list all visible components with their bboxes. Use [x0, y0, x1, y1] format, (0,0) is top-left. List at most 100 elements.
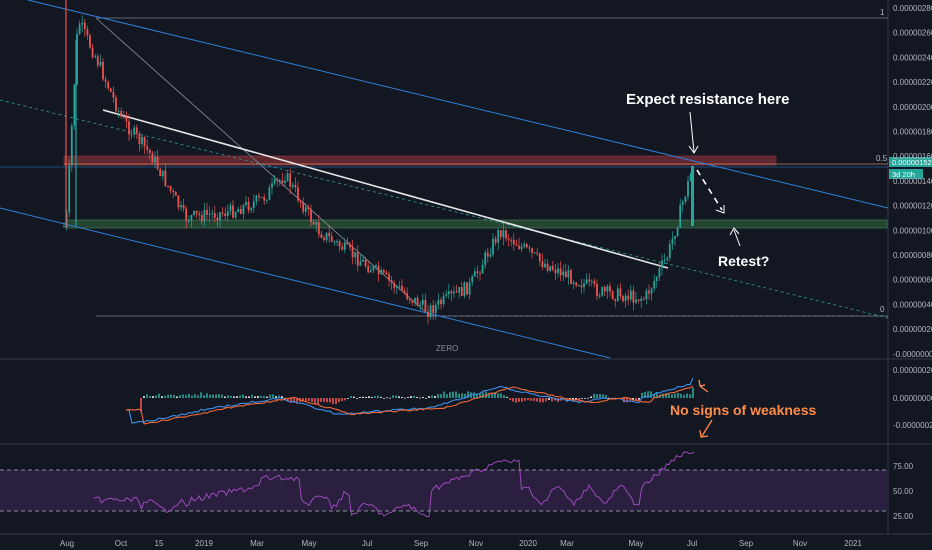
macd-histogram-bar	[653, 394, 655, 398]
macd-histogram-bar	[524, 398, 526, 401]
fib-label-0: 0	[880, 305, 885, 314]
macd-histogram-bar	[551, 398, 553, 402]
candle-body	[466, 282, 468, 295]
candle-body	[154, 156, 156, 163]
macd-histogram-bar	[143, 396, 145, 398]
macd-histogram-bar	[473, 392, 475, 398]
candle-body	[263, 197, 266, 201]
price-tick-label: 0.00000160	[893, 152, 932, 161]
macd-histogram-bar	[419, 397, 421, 399]
macd-histogram-bar	[191, 395, 193, 398]
channel-upper-line	[27, 0, 889, 209]
candle-body	[78, 24, 81, 34]
candle-body	[585, 279, 588, 284]
candle-body	[180, 204, 182, 208]
macd-tick-label: 0.00000020	[893, 366, 932, 375]
macd-histogram-bar	[488, 393, 490, 398]
macd-histogram-bar	[155, 395, 157, 398]
candlestick-series	[63, 0, 695, 325]
macd-histogram-bar	[257, 396, 259, 398]
price-tick-label: 0.00000040	[893, 300, 932, 309]
macd-histogram-bar	[329, 398, 331, 403]
rsi-tick-label: 75.00	[893, 462, 914, 471]
macd-histogram-bar	[434, 396, 436, 398]
candle-body	[94, 56, 97, 58]
candle-body	[177, 195, 180, 208]
macd-histogram-bar	[542, 398, 544, 403]
candle-body	[609, 286, 611, 292]
macd-axis[interactable]: 0.00000020 0.00000000 -0.00000020	[893, 366, 932, 430]
candle-body	[473, 271, 476, 277]
candle-body	[518, 245, 520, 249]
rsi-axis[interactable]: 75.00 50.00 25.00	[893, 462, 914, 521]
macd-histogram-bar	[167, 394, 169, 398]
candle-body	[213, 213, 216, 218]
macd-histogram-bar	[536, 398, 538, 402]
macd-pane[interactable]	[0, 360, 888, 442]
price-axis[interactable]: 0.00000280 0.00000260 0.00000240 0.00000220…	[893, 4, 932, 359]
candle-body	[232, 205, 234, 218]
candle-body	[130, 134, 133, 136]
macd-histogram-bar	[572, 398, 574, 400]
candle-body	[554, 269, 557, 274]
candle-body	[564, 271, 567, 278]
annotation-expect-resistance: Expect resistance here	[626, 91, 789, 108]
candle-body	[135, 127, 138, 134]
candle-body	[315, 222, 318, 225]
candle-body	[333, 241, 336, 243]
candle-body	[120, 111, 123, 117]
macd-histogram-bar	[200, 392, 202, 398]
macd-histogram-bar	[359, 396, 361, 398]
macd-histogram-bar	[527, 398, 529, 401]
candle-body	[242, 205, 245, 215]
candle-body	[681, 201, 684, 205]
candle-body	[346, 242, 349, 245]
price-tick-label: -0.00000000	[893, 350, 932, 359]
candle-body	[661, 260, 663, 269]
price-tick-label: 0.00000020	[893, 325, 932, 334]
time-axis[interactable]: Aug Oct 15 2019 Mar May Jul Sep Nov 2020 Mar May Jul…	[60, 539, 863, 548]
candle-body	[336, 241, 338, 243]
candle-body	[505, 230, 507, 239]
price-pane[interactable]	[0, 0, 888, 358]
candle-body	[304, 207, 307, 212]
candle-body	[302, 202, 305, 212]
candle-body	[450, 291, 453, 294]
candle-body	[635, 299, 637, 303]
time-tick-label: Nov	[469, 539, 483, 548]
macd-arrow-down-head	[699, 429, 709, 438]
candle-body	[250, 208, 253, 211]
candle-body	[73, 84, 76, 126]
candle-body	[159, 168, 162, 177]
macd-histogram-bar	[317, 398, 319, 404]
macd-histogram-bar	[146, 394, 148, 398]
candle-body	[104, 79, 107, 82]
retest-arrow-head	[729, 227, 740, 236]
annotation-macd: No signs of weakness	[670, 402, 816, 418]
macd-histogram-bar	[290, 398, 292, 403]
candle-body	[341, 246, 344, 250]
macd-histogram-bar	[320, 398, 322, 403]
candle-body	[398, 285, 401, 287]
macd-histogram-bar	[518, 398, 520, 402]
macd-histogram-bar	[467, 391, 469, 398]
macd-histogram-bar	[158, 393, 160, 398]
fib-label-1: 1	[880, 8, 885, 17]
macd-histogram-bar	[413, 395, 415, 398]
macd-histogram-bar	[374, 395, 376, 398]
macd-histogram-bar	[353, 396, 355, 398]
macd-histogram-bar	[443, 391, 445, 398]
candle-body	[172, 190, 175, 193]
macd-histogram-bar	[581, 398, 583, 399]
candle-body	[440, 299, 442, 305]
macd-histogram-bar	[671, 394, 673, 398]
candle-body	[226, 211, 229, 216]
candle-body	[198, 213, 201, 216]
candle-body	[596, 283, 598, 297]
macd-histogram-bar	[656, 392, 658, 398]
candle-body	[211, 213, 214, 215]
price-tick-label: 0.00000240	[893, 53, 932, 62]
candle-body	[271, 183, 273, 188]
candle-body	[359, 261, 362, 266]
